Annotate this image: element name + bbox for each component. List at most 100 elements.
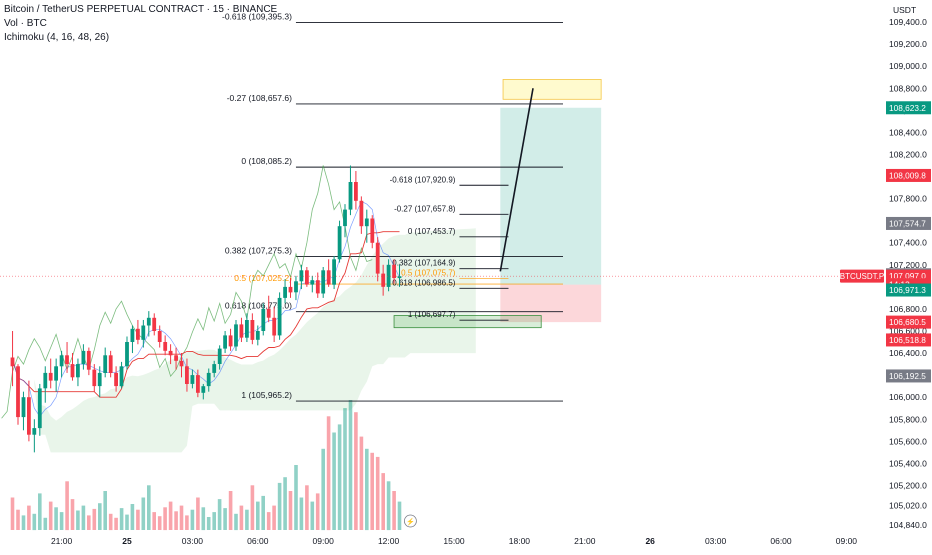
price-axis-tag[interactable]: BTCUSDT.P 107,097.0 [840,269,931,283]
candle-body [245,320,249,338]
candle-body [337,226,342,260]
volume-bar [206,517,211,530]
candle-body [114,372,118,387]
price-axis-tick-label: 105,600.0 [889,436,927,446]
price-axis-tag[interactable]: 106,518.8 [886,333,931,347]
projection-line[interactable] [499,88,534,272]
candle-body [381,273,386,287]
volume-bar [98,503,102,530]
fib-level-label: 0.382 (107,275.3) [225,245,292,255]
price-tag-label: 107,574.7 [889,218,926,228]
position-profit-zone[interactable] [500,107,602,285]
candle-body [223,335,227,349]
fib-small[interactable]: -0.618 (107,920.9) -0.27 (107,657.8) 0 (10… [390,175,509,321]
target-zone-box[interactable] [502,79,602,100]
price-tag-label: 106,680.5 [889,317,926,327]
candle-body [136,328,140,340]
volume-bar [348,400,353,530]
price-axis-tag[interactable]: 106,971.3 [886,283,931,297]
time-axis-tick-label: 12:00 [378,536,400,546]
volume-bar [283,477,287,530]
fib-level-label: 0.5 (107,075.7) [401,269,456,278]
candle-body [179,360,184,367]
volume-bar [201,507,206,531]
candle-body [103,355,108,373]
volume-bar [266,512,271,530]
fib-level-label: 1 (106,697.7) [408,310,456,319]
price-axis-currency: USDT [893,5,916,15]
volume-bar [163,507,167,531]
volume-bar [43,517,48,530]
volume-indicator-label[interactable]: Vol · BTC [4,18,47,29]
price-axis-tag[interactable]: 108,623.2 [886,101,931,115]
volume-bar [38,493,42,530]
candle-body [305,270,309,285]
volume-bar [217,499,222,530]
volume-bar [190,509,195,530]
candle-body [255,331,260,340]
volume-bar [375,456,380,530]
candle-body [81,350,86,365]
fib-level-label: 0 (108,085.2) [241,156,292,166]
time-axis-tick-label: 09:00 [836,536,858,546]
price-tag-bg [886,216,931,230]
price-tag-bg [886,315,931,329]
volume-bar [114,517,118,530]
fib-level-label: 0 (107,453.7) [408,227,456,236]
volume-bar [294,465,298,530]
volume-bar [179,505,184,530]
volume-bar [108,513,113,531]
time-axis-tick-label: 25 [122,536,132,546]
time-axis[interactable]: 21:00 25 03:00 06:00 09:00 12:00 15:00 18:00 21:… [0,534,885,550]
candle-body [168,350,173,356]
volume-bar [365,448,369,531]
fib-level-label: -0.27 (107,657.8) [394,204,456,213]
volume-bar [21,515,26,530]
fib-level-label: -0.27 (108,657.6) [227,93,292,103]
candle-body [190,375,195,384]
demand-zone-box[interactable] [393,315,542,329]
candle-body [86,350,91,370]
candle-body [272,317,277,336]
price-axis-tag[interactable]: 106,680.5 [886,315,931,329]
volume-bar [397,501,402,530]
time-axis-tick-label: 21:00 [574,536,596,546]
volume-bar [87,515,91,530]
candles [10,165,402,453]
time-axis-tick-label: 15:00 [443,536,465,546]
price-axis-tag[interactable]: 107,574.7 [886,216,931,230]
volume-bar [157,516,162,530]
lightning-icon[interactable]: ⚡ [403,514,417,528]
price-tag-label: 108,009.8 [889,170,926,180]
volume-bar [343,408,347,530]
candle-body [201,386,206,393]
candle-body [108,355,113,373]
price-tag-bg [886,283,931,297]
position-tool[interactable] [393,79,602,329]
candle-body [234,324,238,347]
price-tag-label: 106,971.3 [889,285,926,295]
price-axis-tag[interactable]: 108,009.8 [886,168,931,182]
price-tag-label: 108,623.2 [889,103,926,113]
volume-bar [245,509,249,530]
price-axis-tag[interactable]: 106,192.5 [886,369,931,383]
symbol-tag-bg [840,269,884,283]
fib-level-label: 0.5 (107,025.2) [234,273,292,283]
candle-body [354,182,358,201]
candle-body [370,218,375,243]
candle-body [27,397,31,435]
price-axis-tick-label: 106,600.0 [889,326,927,336]
candle-body [130,328,135,342]
volume-bar [32,513,37,531]
candle-body [76,364,80,378]
volume-bar [152,512,156,530]
ichimoku-indicator-label[interactable]: Ichimoku (4, 16, 48, 26) [4,32,110,43]
candle-body [386,264,391,287]
volume-bar [103,491,107,530]
volume-bar [48,501,53,530]
volume-bar [250,485,255,530]
volume-bar [136,509,140,530]
